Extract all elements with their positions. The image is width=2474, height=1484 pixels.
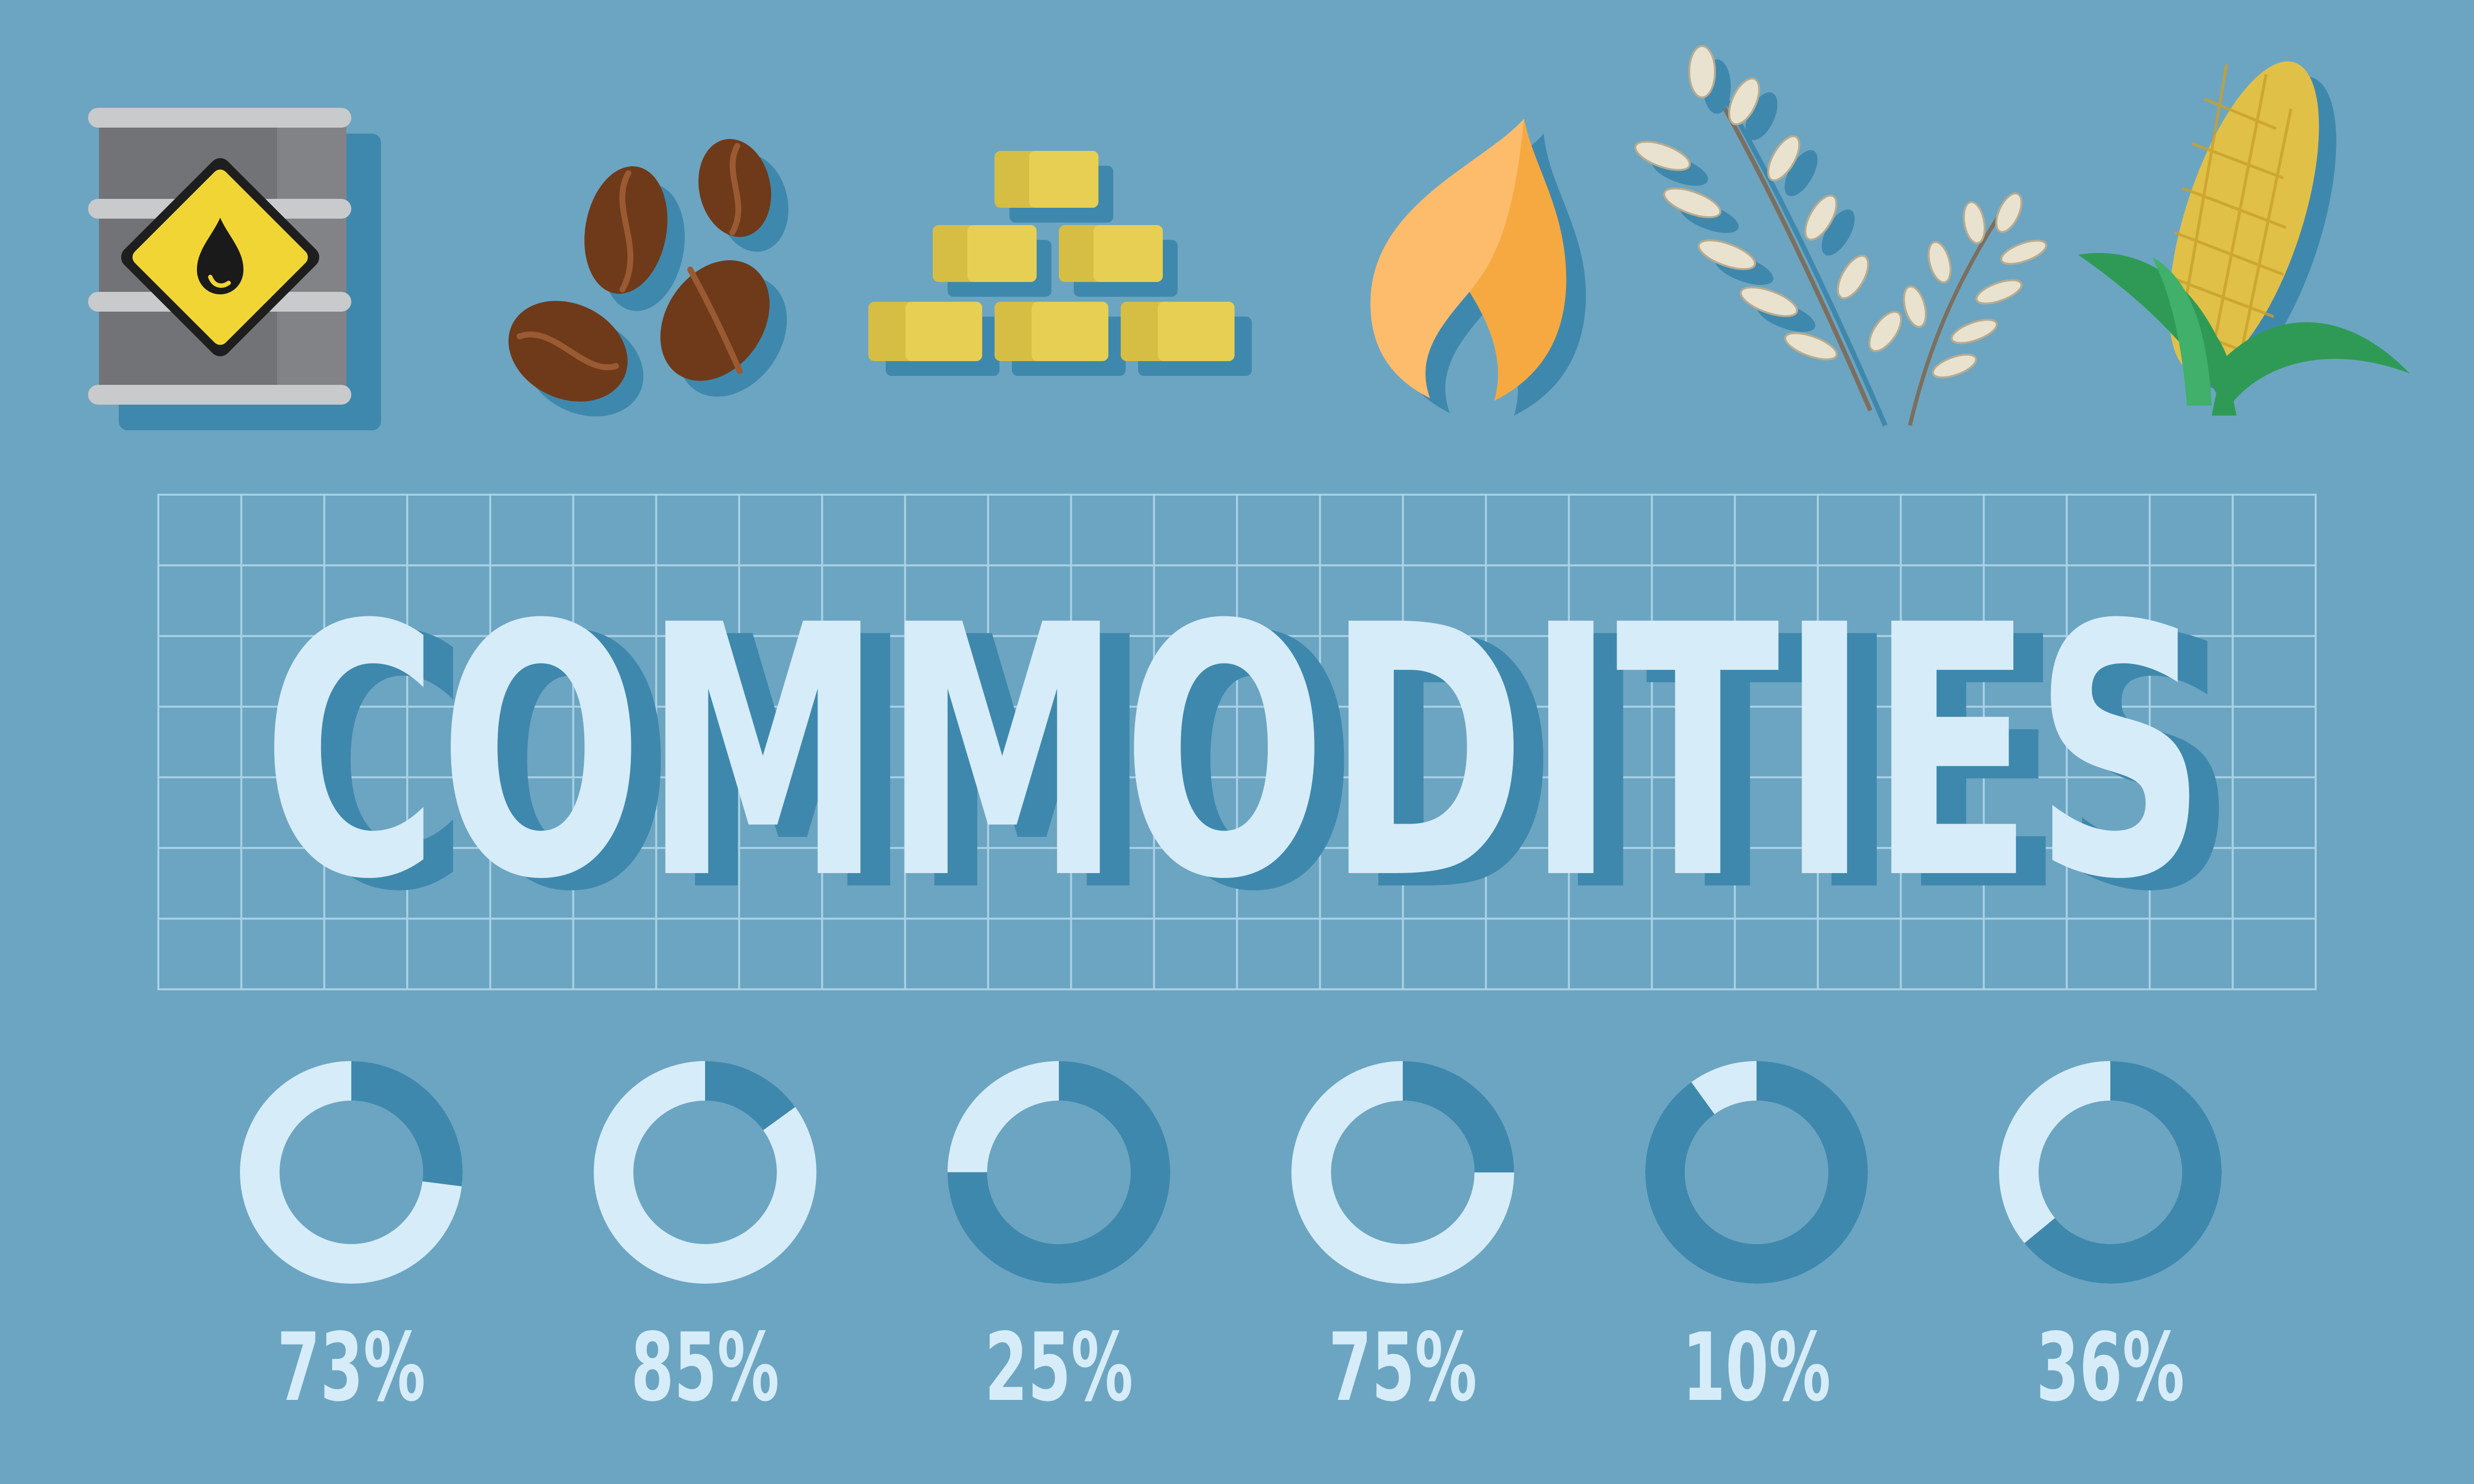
gold-bars-icon <box>868 151 1252 376</box>
percent-label: 10% <box>1682 1313 1831 1422</box>
donut-chart: 75% <box>1291 1061 1514 1422</box>
wheat-icon <box>1634 45 2047 426</box>
donut-segment <box>948 1061 1170 1284</box>
percent-label: 25% <box>985 1313 1133 1422</box>
gas-flame-icon <box>1370 119 1586 416</box>
icon-row <box>88 45 2410 430</box>
donut-segment <box>1645 1061 1868 1284</box>
coffee-beans-icon <box>508 139 789 417</box>
title-shadow: COMMODITIES <box>292 564 2236 968</box>
oil-barrel-icon <box>88 108 381 430</box>
title-group: COMMODITIES COMMODITIES <box>262 552 2236 968</box>
donut-segment <box>594 1061 816 1284</box>
donut-segment <box>1291 1061 1514 1284</box>
donut-segment <box>240 1061 463 1284</box>
percent-label: 75% <box>1329 1313 1477 1422</box>
donut-chart: 36% <box>1999 1061 2222 1422</box>
percent-label: 36% <box>2036 1313 2185 1422</box>
percent-label: 73% <box>277 1313 426 1422</box>
donut-segment <box>1999 1061 2222 1284</box>
corn-icon <box>2078 61 2410 416</box>
percent-label: 85% <box>631 1313 779 1422</box>
donut-row: 73% 85% 25% 75% 10% 36% <box>240 1061 2222 1422</box>
donut-chart: 85% <box>594 1061 816 1422</box>
page-title: COMMODITIES <box>262 552 2207 955</box>
donut-chart: 73% <box>240 1061 463 1422</box>
grid-panel <box>157 494 2317 990</box>
donut-chart: 10% <box>1645 1061 1868 1422</box>
donut-chart: 25% <box>948 1061 1170 1422</box>
